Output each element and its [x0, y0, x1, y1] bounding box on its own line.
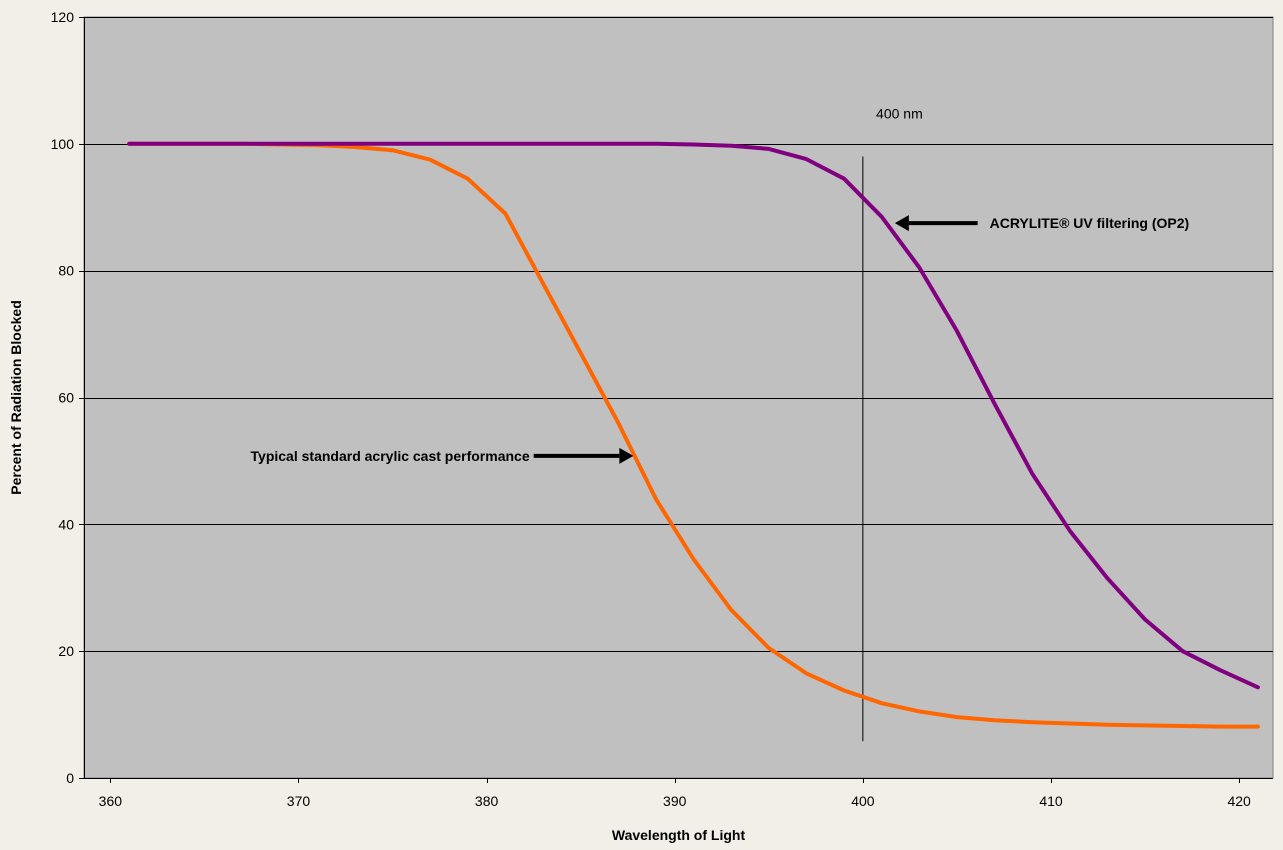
y-tick-label-40: 40: [58, 516, 74, 532]
y-tick-label-100: 100: [51, 136, 75, 152]
plot-area: [83, 16, 1274, 779]
y-axis-title: Percent of Radiation Blocked: [8, 300, 24, 494]
annotations: 400 nm ACRYLITE® UV filtering (OP2) Typica…: [251, 105, 1190, 464]
annotation-400nm: 400 nm: [876, 105, 923, 121]
x-tick-label-380: 380: [475, 793, 499, 809]
x-tick-label-410: 410: [1039, 793, 1063, 809]
annotation-standard-acrylic-label: Typical standard acrylic cast performanc…: [251, 448, 530, 464]
x-tick-label-420: 420: [1227, 793, 1251, 809]
axes: [79, 17, 1273, 783]
x-tick-label-400: 400: [851, 793, 875, 809]
annotation-acrylite-arrow-head: [894, 215, 909, 232]
y-tick-label-20: 20: [58, 643, 74, 659]
y-tick-label-80: 80: [58, 263, 74, 279]
x-tick-labels: 360 370 380 390 400 410 420: [99, 793, 1251, 809]
x-tick-label-390: 390: [663, 793, 687, 809]
x-tick-label-360: 360: [99, 793, 123, 809]
y-tick-labels: 0 20 40 60 80 100 120: [51, 9, 75, 786]
y-tick-label-60: 60: [58, 390, 74, 406]
series-line-2: [127, 141, 1260, 690]
series-lines: [127, 141, 1260, 729]
y-tick-label-120: 120: [51, 9, 75, 25]
y-tick-label-0: 0: [66, 770, 74, 786]
x-axis-title: Wavelength of Light: [612, 827, 746, 843]
annotation-standard-acrylic-arrow-head: [619, 447, 634, 464]
annotation-acrylite-label: ACRYLITE® UV filtering (OP2): [990, 215, 1190, 231]
x-tick-label-370: 370: [287, 793, 311, 809]
